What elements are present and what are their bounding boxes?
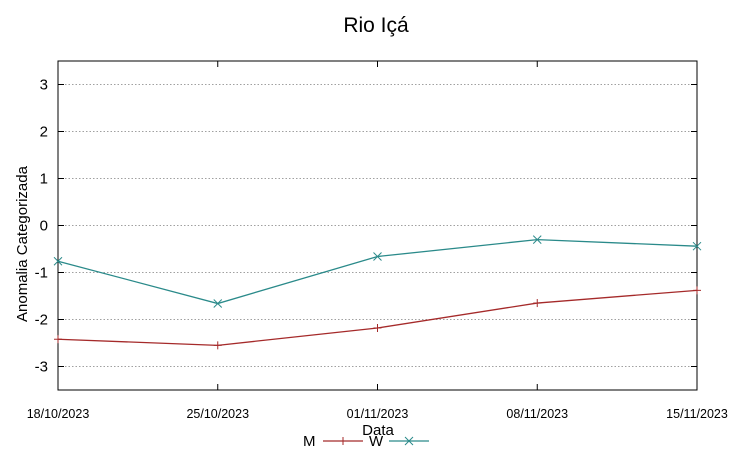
legend-label: M xyxy=(303,433,316,450)
data-point xyxy=(54,335,62,344)
x-axis: 18/10/2023 25/10/2023 01/11/2023 08/11/2023… xyxy=(27,61,728,421)
grid-lines xyxy=(58,84,697,367)
data-point xyxy=(53,256,63,266)
y-tick-label: 0 xyxy=(40,218,48,235)
chart-title: Rio Içá xyxy=(343,14,409,37)
series-line-W xyxy=(57,238,698,305)
y-axis: 3 2 1 0 -1 -2 -3 xyxy=(35,77,697,376)
x-axis-label: Data xyxy=(362,422,394,439)
series-line-M xyxy=(57,289,698,347)
x-tick-label: 01/11/2023 xyxy=(347,407,409,421)
y-tick-label: -2 xyxy=(35,312,48,329)
data-point xyxy=(693,286,701,295)
series-layer xyxy=(53,235,702,350)
data-point xyxy=(532,235,542,244)
x-tick-label: 18/10/2023 xyxy=(27,407,90,421)
y-tick-label: -1 xyxy=(35,265,48,282)
y-tick-label: 3 xyxy=(40,77,48,94)
data-point xyxy=(213,341,222,350)
y-tick-label: 2 xyxy=(40,124,48,141)
data-point xyxy=(373,252,382,261)
data-point xyxy=(213,299,223,308)
data-point xyxy=(533,299,542,308)
x-tick-label: 15/11/2023 xyxy=(666,407,728,421)
data-point xyxy=(339,437,347,445)
data-point xyxy=(373,323,382,332)
legend-label: W xyxy=(369,433,384,450)
x-tick-label: 08/11/2023 xyxy=(506,407,568,421)
y-tick-label: 1 xyxy=(40,171,48,188)
x-tick-label: 25/10/2023 xyxy=(186,407,249,421)
data-point xyxy=(692,241,702,251)
y-tick-label: -3 xyxy=(35,359,48,376)
y-axis-label: Anomalia Categorizada xyxy=(14,165,31,322)
data-point xyxy=(404,436,414,446)
